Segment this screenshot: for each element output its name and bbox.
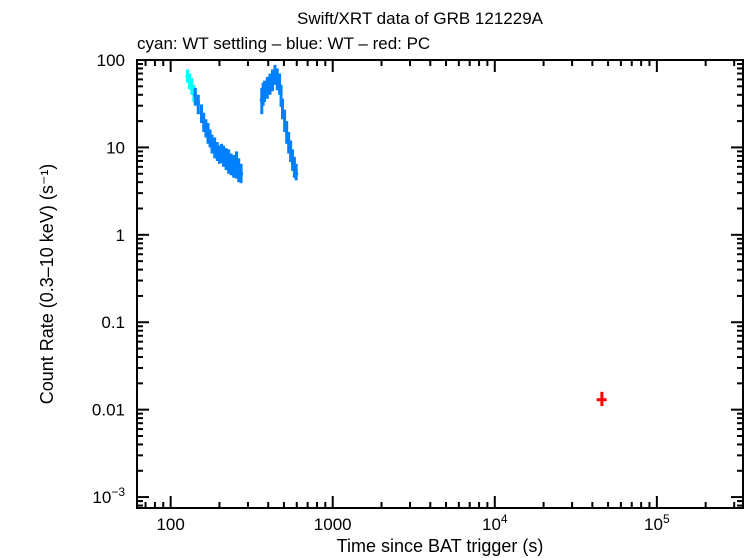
axis-ticks: 100 1000 104 105 100 10 1 0.1 0.01 10−3 (92, 51, 743, 534)
y-tick-label: 0.01 (92, 401, 125, 420)
plot-frame (136, 59, 744, 509)
x-tick-label: 1000 (314, 515, 352, 534)
y-tick-label: 100 (97, 51, 125, 70)
chart-title: Swift/XRT data of GRB 121229A (297, 9, 544, 28)
x-axis-label: Time since BAT trigger (s) (337, 536, 544, 556)
series-wt (193, 64, 299, 184)
x-tick-label: 100 (156, 515, 184, 534)
y-tick-label: 1 (116, 226, 125, 245)
x-tick-label: 105 (644, 512, 670, 534)
x-tick-label: 104 (482, 512, 508, 534)
y-tick-label: 10 (106, 138, 125, 157)
y-tick-label: 10−3 (92, 485, 125, 507)
y-tick-label: 0.1 (101, 313, 125, 332)
series-pc (596, 391, 607, 407)
chart-subtitle: cyan: WT settling – blue: WT – red: PC (137, 34, 430, 53)
y-axis-label: Count Rate (0.3–10 keV) (s⁻¹) (37, 164, 57, 405)
data-marks (185, 64, 607, 407)
